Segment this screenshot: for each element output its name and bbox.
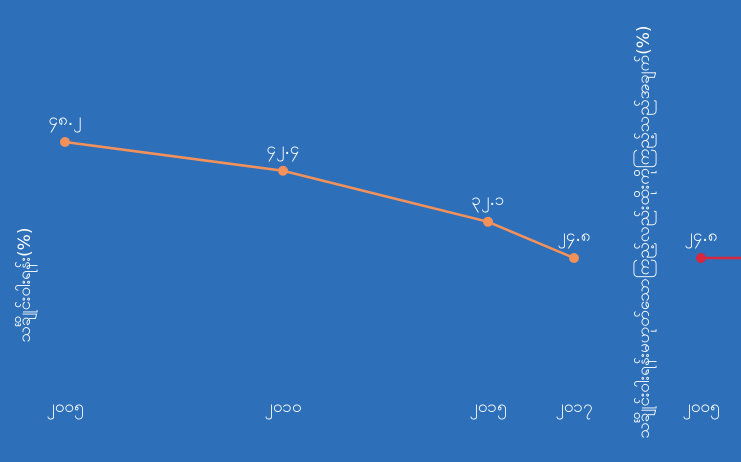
x-tick-label: ၂၀၁၅ (469, 397, 506, 420)
data-point (569, 253, 579, 263)
y-axis-label-right: သင်္ချိုင်းဝါးရန်းမဟုတ်သောကြည့်လည်းထိုးက… (632, 25, 657, 438)
x-tick-label: ၂၀၁၇ (555, 397, 592, 420)
data-label: ၃၂.၁ (472, 190, 505, 213)
data-point (278, 165, 288, 176)
y-axis-label-left: သင်္ချိုင်းဝါးရန်း(%) (14, 228, 38, 343)
data-point (696, 253, 706, 263)
x-tick-label: ၂၀၁၀ (264, 397, 301, 420)
data-label: ၄၂.၄ (267, 139, 300, 162)
x-tick-label: ၂၀၀၅ (682, 397, 719, 420)
data-label: ၄၈.၂ (48, 110, 81, 133)
x-tick-label: ၂၀၀၅ (46, 397, 83, 420)
data-label: ၂၄.၈ (557, 226, 590, 249)
data-point (483, 216, 493, 227)
data-label: ၂၄.၈ (684, 226, 717, 249)
data-point (60, 137, 70, 147)
series-line-0 (64, 140, 575, 260)
